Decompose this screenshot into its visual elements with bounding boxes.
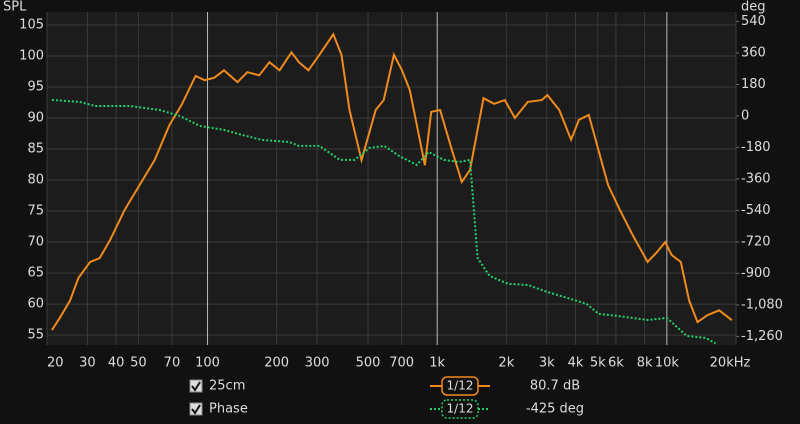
y2-tick-label: -900 bbox=[741, 266, 771, 281]
x-tick-label: 10k bbox=[655, 356, 680, 371]
x-tick-label: 20 bbox=[47, 356, 64, 371]
y2-tick-label: 180 bbox=[741, 77, 766, 92]
y2-tick-label: -180 bbox=[741, 140, 771, 155]
y2-tick-label: -1,260 bbox=[741, 329, 783, 344]
x-tick-label: 30 bbox=[79, 356, 96, 371]
x-tick-label: 2k bbox=[498, 356, 514, 371]
y2-tick-label: 0 bbox=[741, 108, 749, 123]
x-tick-label: 1k bbox=[429, 356, 445, 371]
readout: 80.7 dB bbox=[530, 379, 580, 394]
y-tick-label: 80 bbox=[27, 173, 44, 188]
readout: -425 deg bbox=[526, 402, 584, 417]
series-line bbox=[51, 99, 717, 345]
y-tick-label: 70 bbox=[27, 235, 44, 250]
x-tick-label: 300 bbox=[305, 356, 330, 371]
x-tick-label: 5k bbox=[590, 356, 606, 371]
y2-tick-label: -360 bbox=[741, 171, 771, 186]
y-tick-label: 105 bbox=[19, 18, 44, 33]
y-tick-label: 60 bbox=[27, 297, 44, 312]
y-tick-label: 85 bbox=[27, 142, 44, 157]
y-tick-label: 55 bbox=[27, 328, 44, 343]
x-tick-label: 100 bbox=[195, 356, 220, 371]
smoothing-label: 1/12 bbox=[447, 402, 474, 416]
x-tick-label: 50 bbox=[130, 356, 147, 371]
smoothing-button[interactable] bbox=[441, 399, 479, 419]
x-tick-label: 200 bbox=[264, 356, 289, 371]
legend-checkmark bbox=[191, 404, 201, 415]
x-tick-label: 500 bbox=[356, 356, 381, 371]
legend-label: 25cm bbox=[209, 379, 245, 394]
legend-label: Phase bbox=[209, 402, 248, 417]
x-tick-label: 8k bbox=[637, 356, 653, 371]
y-tick-label: 95 bbox=[27, 80, 44, 95]
y2-tick-label: 360 bbox=[741, 45, 766, 60]
series-line bbox=[51, 32, 733, 331]
legend-checkmark bbox=[191, 381, 201, 392]
y-tick-label: 65 bbox=[27, 266, 44, 281]
x-tick-label: 70 bbox=[164, 356, 181, 371]
y2-tick-label: 540 bbox=[741, 14, 766, 29]
x-tick-label: 6k bbox=[608, 356, 624, 371]
smoothing-button[interactable] bbox=[441, 376, 479, 396]
y-tick-label: 90 bbox=[27, 111, 44, 126]
y-tick-label: 100 bbox=[19, 49, 44, 64]
y2-tick-label: -720 bbox=[741, 234, 771, 249]
x-tick-label: 20kHz bbox=[710, 356, 751, 371]
y2-axis-title: deg bbox=[741, 0, 766, 15]
x-tick-label: 700 bbox=[389, 356, 414, 371]
x-tick-label: 40 bbox=[108, 356, 125, 371]
x-tick-label: 4k bbox=[568, 356, 584, 371]
smoothing-label: 1/12 bbox=[447, 379, 474, 393]
y-tick-label: 75 bbox=[27, 204, 44, 219]
y2-tick-label: -1,080 bbox=[741, 297, 783, 312]
y2-tick-label: -540 bbox=[741, 203, 771, 218]
y-axis-title: SPL bbox=[3, 0, 27, 15]
x-tick-label: 3k bbox=[539, 356, 555, 371]
